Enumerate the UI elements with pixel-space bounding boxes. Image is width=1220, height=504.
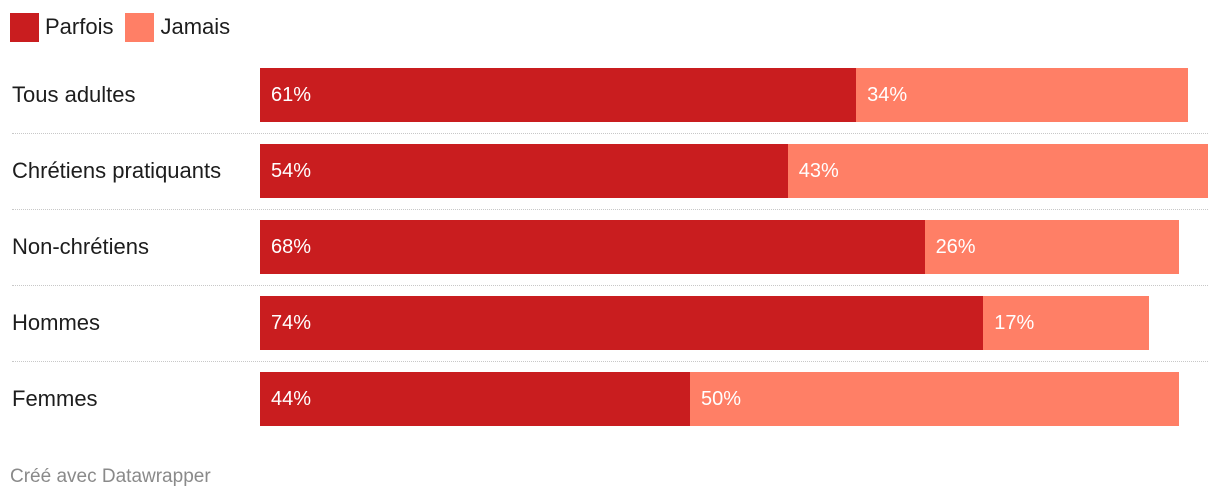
category-label-chretiens-pratiquants: Chrétiens pratiquants	[12, 158, 222, 183]
value-label-parfois-non-chretiens: 68%	[271, 236, 312, 258]
bar-row-tous-adultes: 61% 34%	[260, 68, 1208, 122]
row-divider	[12, 285, 1208, 286]
bar-row-non-chretiens: 68% 26%	[260, 220, 1208, 274]
value-label-jamais-chretiens-pratiquants: 43%	[798, 160, 839, 182]
category-label-hommes: Hommes	[12, 310, 101, 335]
bar-jamais-hommes	[983, 296, 1150, 350]
legend-swatch-jamais	[125, 12, 155, 42]
value-label-jamais-femmes: 50%	[701, 388, 742, 410]
bar-parfois-chretiens-pratiquants	[260, 144, 788, 198]
category-label-non-chretiens: Non-chrétiens	[12, 234, 149, 259]
legend-item-jamais: Jamais	[125, 12, 231, 42]
category-label-tous-adultes: Tous adultes	[12, 82, 136, 107]
row-divider	[12, 209, 1208, 210]
value-label-parfois-femmes: 44%	[271, 388, 312, 410]
bar-jamais-non-chretiens	[924, 220, 1179, 274]
value-label-parfois-tous-adultes: 61%	[271, 84, 312, 106]
bar-parfois-non-chretiens	[260, 220, 925, 274]
bar-row-femmes: 44% 50%	[260, 372, 1208, 426]
legend-label-jamais: Jamais	[160, 14, 231, 39]
bar-parfois-tous-adultes	[260, 68, 857, 122]
bar-jamais-tous-adultes	[856, 68, 1189, 122]
bar-row-chretiens-pratiquants: 54% 43%	[260, 144, 1208, 198]
row-divider	[12, 361, 1208, 362]
value-label-parfois-chretiens-pratiquants: 54%	[271, 160, 312, 182]
bar-parfois-femmes	[260, 372, 691, 426]
category-label-femmes: Femmes	[12, 386, 98, 411]
value-label-jamais-tous-adultes: 34%	[867, 84, 908, 106]
row-divider	[12, 133, 1208, 134]
bar-parfois-hommes	[260, 296, 984, 350]
legend-label-parfois: Parfois	[45, 14, 114, 39]
legend-swatch-parfois	[10, 12, 39, 42]
bar-row-hommes: 74% 17%	[260, 296, 1208, 350]
value-label-jamais-hommes: 17%	[994, 312, 1035, 334]
legend: Parfois Jamais	[10, 12, 242, 42]
bar-jamais-femmes	[690, 372, 1179, 426]
legend-item-parfois: Parfois	[10, 12, 114, 42]
credit-footer: Créé avec Datawrapper	[10, 466, 211, 487]
value-label-parfois-hommes: 74%	[271, 312, 312, 334]
value-label-jamais-non-chretiens: 26%	[935, 236, 976, 258]
bar-jamais-chretiens-pratiquants	[787, 144, 1208, 198]
